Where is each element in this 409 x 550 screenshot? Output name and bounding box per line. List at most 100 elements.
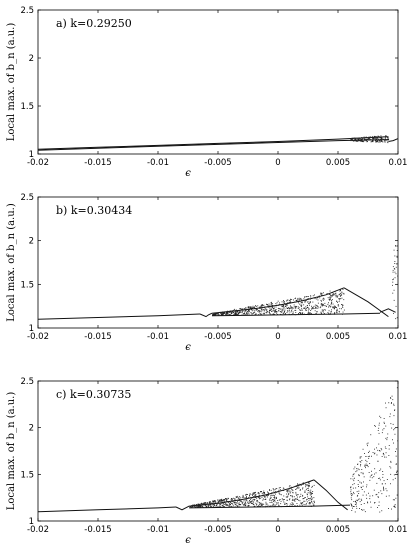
scatter-point xyxy=(264,506,266,508)
scatter-point xyxy=(302,483,304,484)
scatter-point xyxy=(236,314,238,315)
scatter-point xyxy=(254,496,256,498)
scatter-point xyxy=(374,468,376,470)
scatter-point xyxy=(296,300,297,302)
scatter-point xyxy=(385,136,387,137)
scatter-point xyxy=(392,269,394,271)
scatter-point xyxy=(232,310,234,312)
scatter-point xyxy=(226,500,228,502)
scatter-point xyxy=(300,298,302,299)
scatter-point xyxy=(385,488,387,490)
scatter-point xyxy=(269,310,270,312)
scatter-point xyxy=(276,312,277,314)
scatter-point xyxy=(278,310,280,312)
branch-line xyxy=(38,313,201,320)
scatter-point xyxy=(243,314,245,315)
scatter-point xyxy=(241,312,243,314)
scatter-point xyxy=(273,309,275,311)
scatter-point xyxy=(246,312,247,314)
scatter-point xyxy=(265,496,267,498)
scatter-point xyxy=(303,304,305,306)
scatter-point xyxy=(302,312,304,314)
scatter-point xyxy=(313,500,315,502)
scatter-point xyxy=(366,140,367,142)
scatter-point xyxy=(296,494,298,496)
plot-frame xyxy=(37,9,399,155)
scatter-point xyxy=(333,308,335,310)
scatter-point xyxy=(335,311,337,313)
scatter-point xyxy=(362,138,364,139)
scatter-point xyxy=(248,502,250,504)
scatter-point xyxy=(214,501,216,502)
scatter-point xyxy=(379,141,381,143)
scatter-point xyxy=(309,494,311,496)
scatter-point xyxy=(297,487,299,489)
scatter-point xyxy=(392,479,394,481)
scatter-point xyxy=(296,503,298,504)
scatter-point xyxy=(321,309,323,311)
scatter-point xyxy=(210,502,211,504)
scatter-point xyxy=(243,308,245,310)
scatter-point xyxy=(352,138,353,140)
scatter-point xyxy=(396,256,398,258)
scatter-point xyxy=(209,504,211,506)
scatter-point xyxy=(352,475,354,477)
scatter-point xyxy=(350,503,352,505)
scatter-point xyxy=(306,307,307,309)
scatter-point xyxy=(294,307,296,309)
scatter-point xyxy=(274,489,276,491)
scatter-point xyxy=(269,489,270,491)
scatter-point xyxy=(285,313,286,314)
scatter-point xyxy=(367,442,369,444)
scatter-point xyxy=(310,498,312,500)
scatter-point xyxy=(224,313,226,315)
scatter-point xyxy=(290,490,292,492)
scatter-point xyxy=(262,310,264,312)
scatter-point xyxy=(380,468,382,470)
scatter-point xyxy=(384,137,386,139)
scatter-point xyxy=(306,296,308,297)
scatter-point xyxy=(369,479,371,481)
scatter-point xyxy=(238,310,239,312)
scatter-point xyxy=(353,493,355,495)
scatter-point xyxy=(213,501,214,502)
scatter-point xyxy=(353,501,355,502)
scatter-point xyxy=(299,489,301,490)
scatter-point xyxy=(336,312,338,314)
scatter-point xyxy=(291,307,293,309)
scatter-point xyxy=(356,491,358,493)
scatter-point xyxy=(320,306,322,308)
scatter-point xyxy=(364,464,366,466)
scatter-point xyxy=(235,312,237,314)
scatter-point xyxy=(207,504,209,506)
scatter-point xyxy=(269,307,271,309)
scatter-point xyxy=(251,307,253,309)
scatter-point xyxy=(371,141,373,142)
scatter-point xyxy=(272,303,273,305)
scatter-point xyxy=(274,497,275,499)
scatter-point xyxy=(264,492,266,494)
scatter-point xyxy=(343,293,345,295)
scatter-point xyxy=(331,299,333,300)
scatter-point xyxy=(311,486,313,488)
scatter-point xyxy=(384,446,386,448)
scatter-point xyxy=(366,139,368,141)
scatter-point xyxy=(209,501,210,503)
scatter-point xyxy=(311,492,313,494)
scatter-point xyxy=(262,309,264,310)
scatter-point xyxy=(330,311,332,313)
scatter-point xyxy=(358,137,360,139)
scatter-point xyxy=(283,301,285,302)
scatter-point xyxy=(353,473,355,475)
scatter-point xyxy=(378,139,379,141)
scatter-point xyxy=(367,501,368,503)
scatter-point xyxy=(281,489,283,491)
scatter-point xyxy=(281,314,283,316)
scatter-point xyxy=(351,499,353,501)
scatter-point xyxy=(305,503,307,505)
scatter-point xyxy=(299,500,301,502)
scatter-point xyxy=(307,485,309,486)
scatter-point xyxy=(205,506,207,508)
scatter-point xyxy=(279,489,281,491)
scatter-point xyxy=(378,427,380,429)
